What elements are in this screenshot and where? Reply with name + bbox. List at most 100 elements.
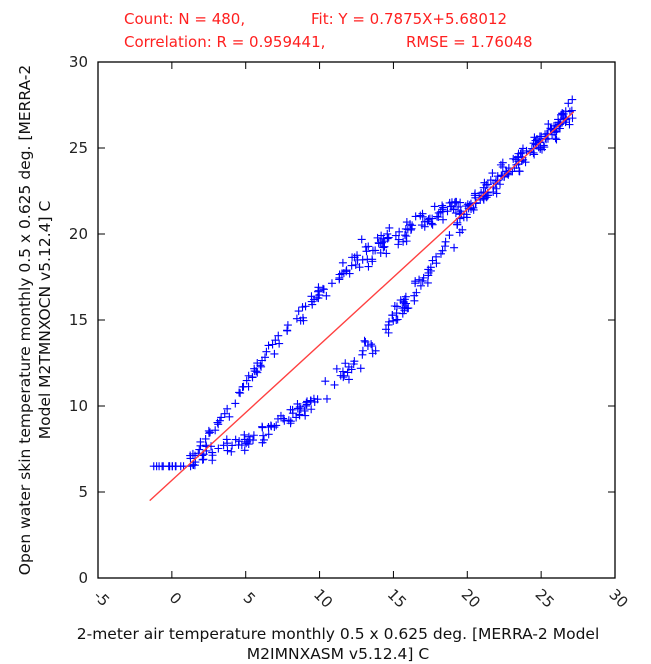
data-point [443, 207, 452, 216]
data-point [441, 242, 450, 251]
data-point [340, 371, 349, 380]
data-point [262, 347, 271, 356]
data-point [240, 430, 249, 439]
data-point [338, 258, 347, 267]
fit-line [149, 111, 575, 502]
data-point [223, 446, 232, 455]
data-point [439, 215, 448, 224]
data-point [428, 256, 437, 265]
data-point [402, 237, 411, 246]
data-point [388, 311, 397, 320]
data-point [223, 404, 232, 413]
data-point [396, 296, 405, 305]
data-point [496, 160, 505, 169]
data-point [309, 394, 318, 403]
data-point [284, 416, 293, 425]
data-point [436, 249, 445, 258]
data-point [268, 340, 277, 349]
data-point [568, 95, 577, 104]
data-point [416, 281, 425, 290]
data-point [493, 176, 502, 185]
data-point [240, 446, 249, 455]
data-point [242, 439, 251, 448]
data-point [377, 231, 386, 240]
data-point [283, 321, 292, 330]
data-point [357, 235, 366, 244]
data-point [300, 406, 309, 415]
data-point [213, 418, 222, 427]
y-tick-label: 20 [69, 225, 88, 243]
data-point [206, 428, 215, 437]
data-point [244, 432, 253, 441]
data-point [447, 202, 456, 211]
data-point [339, 373, 348, 382]
data-point [330, 380, 339, 389]
data-point [252, 367, 261, 376]
data-point [403, 225, 412, 234]
data-point [253, 359, 262, 368]
y-tick-label: 0 [78, 569, 88, 587]
x-tick-label: 25 [532, 585, 558, 611]
data-point [371, 246, 380, 255]
data-point [350, 357, 359, 366]
data-point [195, 445, 204, 454]
data-point [339, 269, 348, 278]
data-point [307, 405, 316, 414]
data-point [479, 183, 488, 192]
stats-correlation: Correlation: R = 0.959441, [124, 33, 325, 51]
data-point [248, 373, 257, 382]
data-point [376, 239, 385, 247]
data-point [432, 252, 441, 261]
data-point [428, 220, 437, 229]
data-point [238, 383, 247, 392]
data-point [401, 224, 410, 233]
data-point [552, 135, 561, 144]
data-point [295, 410, 304, 419]
data-point [347, 365, 356, 374]
stats-rmse: RMSE = 1.76048 [406, 33, 533, 51]
data-point [149, 462, 158, 471]
data-point [522, 146, 531, 155]
data-point [559, 109, 568, 118]
data-point [186, 451, 195, 460]
data-point [275, 339, 284, 348]
data-point [393, 315, 402, 324]
data-point [530, 133, 539, 142]
data-point [538, 145, 547, 154]
y-tick-label: 25 [69, 139, 88, 157]
data-point [424, 215, 433, 224]
data-point [441, 237, 450, 246]
data-point [293, 399, 302, 408]
data-point [321, 377, 330, 386]
data-point [327, 279, 336, 288]
x-axis-label-line2: M2IMNXASM v5.12.4] C [247, 645, 429, 663]
data-point [390, 301, 399, 310]
x-tick-label: 20 [458, 585, 484, 611]
data-point [211, 426, 220, 435]
data-point [469, 203, 478, 212]
x-tick-label: 5 [240, 589, 259, 608]
y-tick-label: 5 [78, 483, 88, 501]
data-point [198, 455, 207, 464]
data-point [280, 416, 289, 425]
data-point [332, 364, 341, 373]
data-point [509, 154, 518, 163]
data-point [350, 253, 359, 262]
data-point [225, 412, 234, 421]
data-point [368, 349, 377, 358]
data-point [235, 388, 244, 397]
y-axis-label-line2: Model M2TMNXOCN v5.12.4] C [36, 201, 54, 440]
data-point [164, 462, 173, 471]
data-point [196, 441, 205, 450]
data-point [411, 279, 420, 288]
data-point [347, 261, 356, 270]
data-point [343, 368, 352, 377]
y-tick-label: 10 [69, 397, 88, 415]
data-point [382, 249, 391, 258]
data-point [301, 411, 310, 420]
data-point [322, 291, 331, 300]
data-point [358, 350, 367, 359]
data-point [453, 220, 462, 229]
data-point [276, 411, 285, 420]
